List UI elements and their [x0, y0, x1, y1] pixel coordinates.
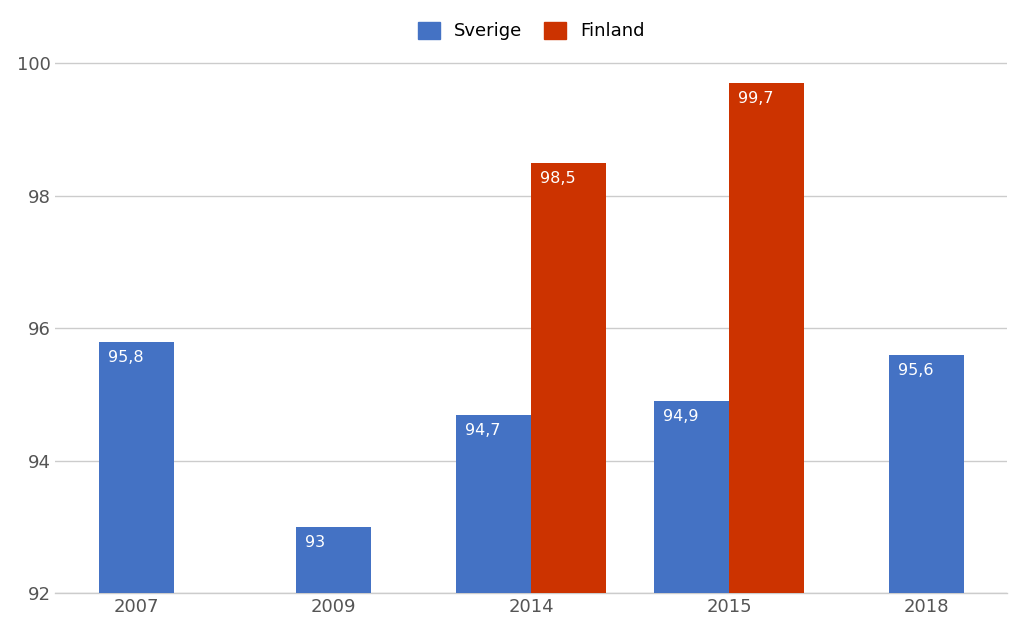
- Text: 98,5: 98,5: [541, 171, 577, 185]
- Bar: [296, 527, 372, 594]
- Bar: [729, 84, 804, 594]
- Text: 94,9: 94,9: [663, 410, 698, 424]
- Text: 94,7: 94,7: [465, 422, 501, 437]
- Bar: [98, 342, 174, 594]
- Bar: [889, 355, 964, 594]
- Legend: Sverige, Finland: Sverige, Finland: [409, 13, 653, 49]
- Text: 95,6: 95,6: [898, 363, 934, 378]
- Text: 99,7: 99,7: [738, 91, 773, 106]
- Text: 95,8: 95,8: [108, 349, 143, 365]
- Text: 93: 93: [305, 535, 326, 550]
- Bar: [654, 401, 729, 594]
- Bar: [531, 163, 606, 594]
- Bar: [457, 415, 531, 594]
